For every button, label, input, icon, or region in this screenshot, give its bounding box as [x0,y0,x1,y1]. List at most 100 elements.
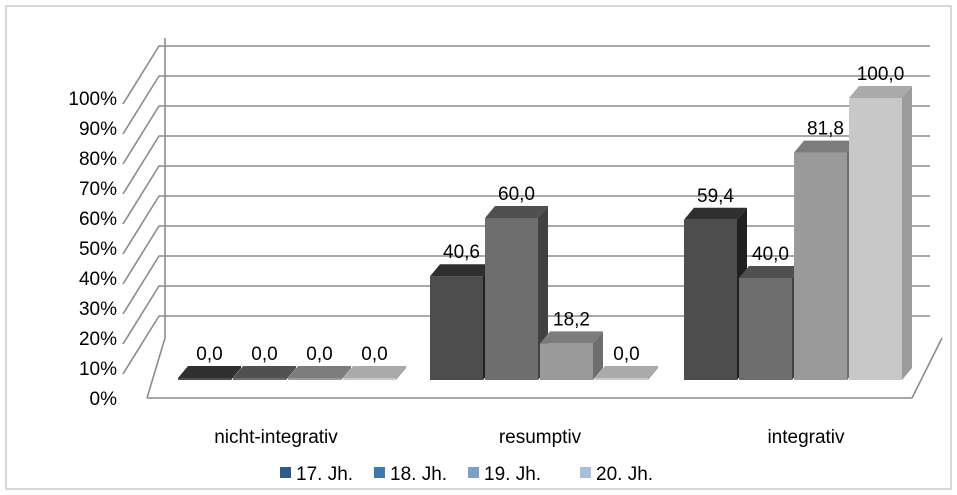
category-label: resumptiv [499,427,582,448]
gridlines [122,45,930,375]
data-label: 0,0 [196,344,222,365]
data-label: 81,8 [807,119,844,140]
legend-swatch [280,467,291,478]
bar-side [286,366,296,380]
data-label: 0,0 [361,344,387,365]
gridline [122,165,930,225]
floor-edge [147,337,943,399]
gridline [122,285,930,345]
bar [430,264,493,380]
bar-top [595,366,658,378]
bar [684,207,747,380]
bar [595,366,658,380]
gridline [122,75,930,135]
y-tick-label: 60% [79,209,117,230]
bar-top [178,366,241,378]
bar-side [648,366,658,380]
data-label: 40,0 [752,244,789,265]
bars [178,86,912,380]
legend-item: 19. Jh. [468,464,541,485]
bar [288,366,351,380]
bar-top [288,366,351,378]
bar [485,206,548,380]
legend-item: 20. Jh. [580,464,653,485]
bar [233,366,296,380]
bar [739,266,802,380]
category-label: nicht-integrativ [214,427,338,448]
bar-side [538,206,548,380]
y-axis-ticks: 0% 10% 20% 30% 40% 50% 60% 70% 80% 90% 100% [68,89,117,410]
y-tick-label: 40% [79,269,117,290]
bar-front [288,378,341,380]
chart-walls [146,38,943,399]
legend-item: 17. Jh. [280,464,353,485]
data-label: 59,4 [697,186,734,207]
gridline [122,225,930,285]
bar [540,331,603,380]
bar-top [485,206,548,218]
bar-front [343,378,396,380]
gridline [122,195,930,255]
y-tick-label: 100% [68,89,117,110]
y-tick-label: 10% [79,359,117,380]
legend-label: 18. Jh. [390,464,447,485]
side-wall-edge [146,38,166,399]
bar-side [231,366,241,380]
legend-label: 20. Jh. [596,464,653,485]
gridline [122,45,930,105]
bar-front [684,219,737,380]
legend-item: 18. Jh. [374,464,447,485]
bar-front [233,378,286,380]
legend-label: 19. Jh. [484,464,541,485]
y-tick-label: 70% [79,179,117,200]
data-label: 0,0 [306,344,332,365]
category-label: integrativ [767,427,845,448]
bar-front [794,152,847,380]
bar-front [430,276,483,380]
bar [794,140,857,380]
y-tick-label: 50% [79,239,117,260]
y-tick-label: 20% [79,329,117,350]
gridline [122,135,930,195]
data-label: 0,0 [613,344,639,365]
bar-top [849,86,912,98]
bar-side [902,86,912,380]
bar-front [178,378,231,380]
gridline [122,255,930,315]
bar-top [430,264,493,277]
legend-swatch [374,467,385,478]
y-tick-label: 30% [79,299,117,320]
data-label: 40,6 [443,242,480,263]
gridline [122,315,930,375]
bar-top [343,366,406,378]
legend: 17. Jh. 18. Jh. 19. Jh. 20. Jh. [280,464,653,485]
bar-top [684,207,747,220]
bar-front [540,343,593,380]
data-label: 100,0 [857,64,905,85]
bar [178,366,241,380]
bar-top [540,331,603,344]
data-labels: 0,0 0,0 0,0 0,0 40,6 60,0 18,2 0,0 59,4 40,0 81,8 1… [196,64,904,365]
bar-front [485,218,538,380]
bar-top [739,266,802,278]
bar-side [593,331,603,380]
legend-label: 17. Jh. [296,464,353,485]
bar [343,366,406,380]
x-axis-categories: nicht-integrativ resumptiv integrativ [214,427,845,448]
bar-front [849,98,902,380]
bar-side [341,366,351,380]
bar-side [396,366,406,380]
y-tick-label: 90% [79,119,117,140]
y-tick-label: 0% [90,389,118,410]
y-tick-label: 80% [79,149,117,170]
gridline [122,105,930,165]
bar-front [595,378,648,380]
legend-swatch [468,467,479,478]
data-label: 60,0 [498,184,535,205]
bar-front [739,278,792,380]
legend-swatch [580,467,591,478]
data-label: 18,2 [553,309,590,330]
bar-top [794,140,857,153]
